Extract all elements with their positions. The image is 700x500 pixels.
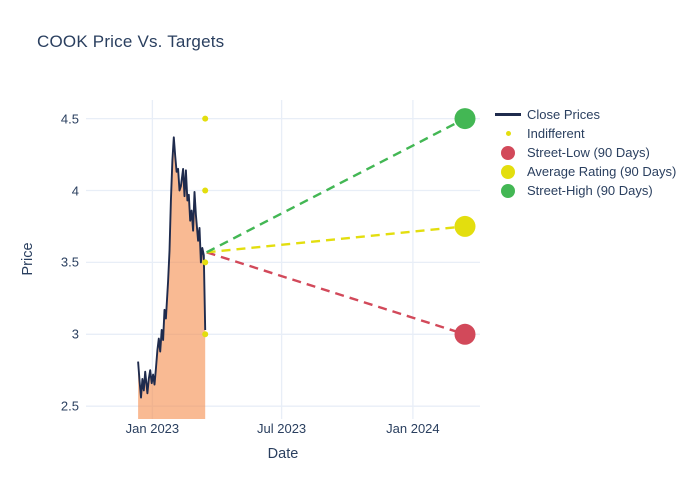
x-tick-label: Jan 2024 [386, 421, 440, 436]
average-rating-90-days-legend-swatch-icon [489, 164, 527, 179]
legend-item-indifferent[interactable]: Indifferent [489, 124, 676, 143]
y-axis-title: Price [20, 242, 36, 276]
y-tick-label: 4 [71, 183, 79, 198]
close-prices-line[interactable] [137, 136, 207, 399]
close-prices-area [138, 137, 206, 420]
indifferent-rating-dot[interactable] [202, 115, 209, 122]
x-tick-label: Jan 2023 [125, 421, 180, 436]
legend-item-street-low-90-days[interactable]: Street-Low (90 Days) [489, 143, 676, 162]
chart-title: COOK Price Vs. Targets [37, 32, 225, 51]
x-axis-title: Date [267, 446, 299, 462]
legend-label: Street-High (90 Days) [527, 183, 653, 198]
indifferent-rating-dot[interactable] [202, 259, 209, 266]
street-high-90-days-legend-swatch-icon [489, 183, 527, 198]
legend-label: Street-Low (90 Days) [527, 145, 650, 160]
y-tick-label: 3.5 [60, 254, 79, 270]
street-low-90-days-projection-line[interactable] [206, 251, 466, 336]
indifferent-rating-dot[interactable] [202, 187, 209, 194]
close-prices-legend-swatch-icon [489, 113, 527, 116]
legend-item-street-high-90-days[interactable]: Street-High (90 Days) [489, 181, 676, 200]
average-rating-90-days-projection-line[interactable] [206, 225, 466, 254]
average-rating-90-days-marker[interactable] [454, 215, 476, 237]
legend: Close Prices Indifferent Street-Low (90 Da… [489, 105, 676, 200]
street-high-90-days-projection-line[interactable] [206, 117, 466, 254]
indifferent-legend-swatch-icon [489, 131, 527, 136]
y-tick-label: 3 [71, 326, 79, 342]
indifferent-rating-dot[interactable] [202, 331, 209, 338]
y-tick-label: 4.5 [60, 111, 79, 127]
legend-label: Average Rating (90 Days) [527, 164, 677, 179]
x-tick-label: Jul 2023 [257, 421, 307, 436]
street-low-90-days-legend-swatch-icon [489, 145, 527, 160]
legend-label: Indifferent [527, 126, 585, 141]
street-high-90-days-marker[interactable] [454, 108, 476, 130]
y-tick-label: 2.5 [60, 398, 79, 414]
street-low-90-days-marker[interactable] [454, 323, 476, 345]
legend-label: Close Prices [527, 107, 600, 122]
legend-item-average-rating-90-days[interactable]: Average Rating (90 Days) [489, 162, 676, 181]
legend-item-close-prices[interactable]: Close Prices [489, 105, 676, 124]
